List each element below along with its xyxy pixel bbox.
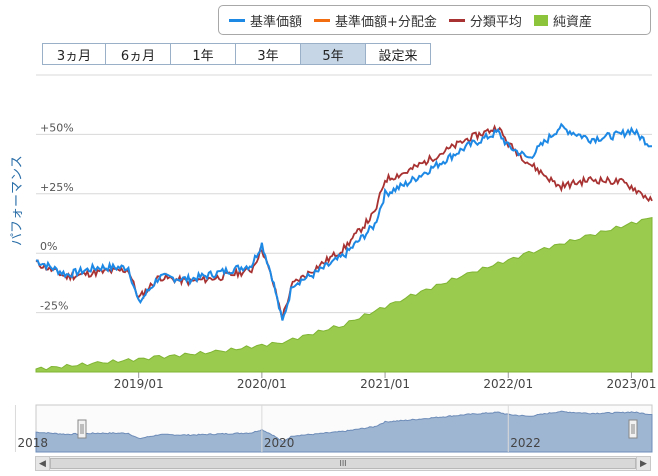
legend-label: 基準価額+分配金	[335, 14, 437, 30]
scroll-right-icon[interactable]: ▶	[636, 457, 650, 470]
x-tick-label: 2022/01	[483, 377, 533, 391]
navigator-tick-label: 2022	[510, 436, 541, 450]
legend-box-icon	[533, 14, 548, 26]
navigator-right-handle[interactable]	[628, 419, 638, 439]
legend-label: 分類平均	[469, 14, 522, 30]
navigator-tick-label: 2018	[17, 436, 48, 450]
legend-item-category-average[interactable]: 分類平均	[448, 11, 522, 30]
y-tick-label: +50%	[40, 121, 74, 134]
x-tick-label: 2023/01	[607, 377, 657, 391]
category-average-line	[35, 124, 653, 320]
net-assets-area	[35, 216, 653, 373]
handle-body	[77, 419, 87, 439]
range-selector: 3ヵ月 6ヵ月 1年 3年 5年 設定来	[42, 43, 431, 65]
x-tick-label: 2020/01	[237, 377, 287, 391]
range-3y-button[interactable]: 3年	[235, 43, 301, 65]
scroll-thumb[interactable]: III	[50, 458, 636, 469]
y-axis-title: パフォーマンス	[10, 155, 25, 246]
chart-legend: 基準価額 基準価額+分配金 分類平均 純資産	[218, 5, 651, 35]
legend-label: 純資産	[552, 14, 592, 30]
nav-line	[35, 122, 653, 321]
legend-item-nav-with-dividend[interactable]: 基準価額+分配金	[314, 11, 437, 30]
legend-line-icon	[314, 18, 331, 22]
legend-line-icon	[229, 18, 245, 22]
handle-body	[628, 419, 638, 439]
range-1y-button[interactable]: 1年	[170, 43, 236, 65]
legend-item-nav[interactable]: 基準価額	[229, 11, 302, 30]
x-tick-label: 2019/01	[114, 377, 164, 391]
range-since-inception-button[interactable]: 設定来	[365, 43, 431, 65]
range-6m-button[interactable]: 6ヵ月	[105, 43, 171, 65]
legend-line-icon	[448, 18, 465, 22]
y-tick-label: +25%	[40, 181, 74, 194]
y-tick-label: 0%	[40, 240, 57, 253]
range-3m-button[interactable]: 3ヵ月	[42, 43, 106, 65]
legend-label: 基準価額	[250, 14, 303, 30]
navigator-left-handle[interactable]	[77, 419, 87, 439]
scroll-left-icon[interactable]: ◀	[36, 457, 50, 470]
navigator-scrollbar[interactable]: ◀ III ▶	[35, 456, 651, 471]
legend-item-net-assets[interactable]: 純資産	[533, 11, 592, 30]
y-tick-label: -25%	[40, 300, 68, 313]
range-5y-button[interactable]: 5年	[300, 43, 366, 65]
x-tick-label: 2021/01	[360, 377, 410, 391]
navigator-tick-label: 2020	[264, 436, 295, 450]
navigator-area	[35, 410, 653, 453]
